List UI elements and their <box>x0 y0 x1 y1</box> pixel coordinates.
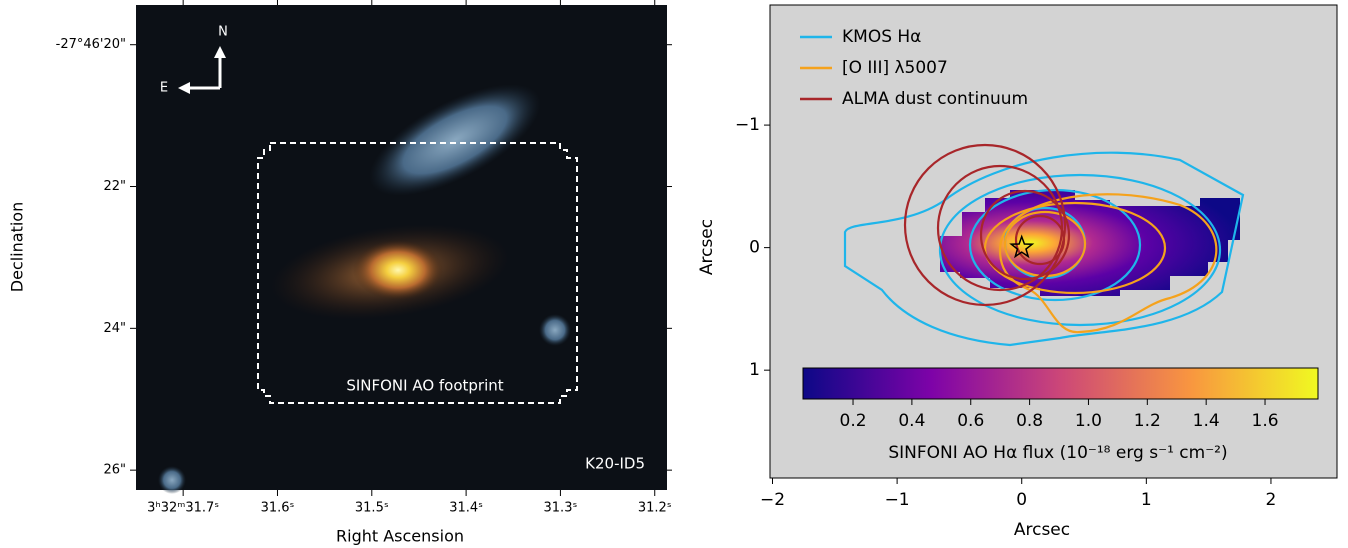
north-arrowhead <box>214 46 226 58</box>
colorbar-tick-label: 1.4 <box>1193 411 1220 431</box>
x-tick-label: 2 <box>1266 490 1277 510</box>
x-tick-label: −1 <box>885 490 910 510</box>
colorbar-tick-label: 0.4 <box>898 411 925 431</box>
colorbar <box>802 367 1319 400</box>
contours <box>843 143 1245 347</box>
y-tick-label: 24" <box>103 321 126 336</box>
x-tick-label: 31.6ˢ <box>261 501 295 516</box>
oiii-contour <box>998 193 1218 334</box>
galaxy-blue <box>369 84 541 196</box>
y-tick-label: 22" <box>103 179 126 194</box>
x-tick-label: −2 <box>760 490 785 510</box>
x-axis-label: Right Ascension <box>336 527 464 546</box>
kmos-contour <box>843 151 1245 347</box>
colorbar-tick-label: 0.6 <box>957 411 984 431</box>
colorbar-tick-label: 0.2 <box>840 411 867 431</box>
north-label: N <box>218 25 228 40</box>
x-tick-label: 31.3ˢ <box>544 501 578 516</box>
colorbar-tick-label: 0.8 <box>1016 411 1043 431</box>
object-id: K20-ID5 <box>585 455 645 473</box>
y-axis-label: Arcsec <box>697 219 717 275</box>
kmos-contour <box>938 173 1222 327</box>
y-tick-label: 0 <box>749 238 760 258</box>
colorbar-label: SINFONI AO Hα flux (10⁻¹⁸ erg s⁻¹ cm⁻²) <box>888 443 1227 463</box>
east-arrowhead <box>178 82 190 94</box>
legend-label: KMOS Hα <box>842 27 921 47</box>
colorbar-tick-label: 1.6 <box>1252 411 1279 431</box>
y-tick-label: 26" <box>103 463 126 478</box>
flux-map <box>940 190 1240 296</box>
star-marker <box>1009 234 1035 259</box>
colorbar-tick-label: 1.0 <box>1075 411 1102 431</box>
x-tick-label: 0 <box>1016 490 1027 510</box>
galaxy-corner <box>158 466 186 494</box>
x-tick-label: 1 <box>1141 490 1152 510</box>
colorbar-tick-label: 1.2 <box>1134 411 1161 431</box>
legend-label: [O III] λ5007 <box>842 58 948 78</box>
y-tick-label: -27°46'20" <box>56 37 126 52</box>
x-tick-label: 31.4ˢ <box>449 501 483 516</box>
y-tick-label: −1 <box>735 115 760 135</box>
footprint-label: SINFONI AO footprint <box>346 377 503 395</box>
east-label: E <box>160 81 168 96</box>
x-tick-label: 31.5ˢ <box>355 501 389 516</box>
x-axis-label: Arcsec <box>1014 520 1070 540</box>
y-tick-label: 1 <box>749 360 760 380</box>
kmos-contour <box>968 188 1142 302</box>
galaxy-small <box>539 314 571 346</box>
galaxy-core <box>353 240 443 300</box>
x-tick-label: 3ʰ32ᵐ31.7ˢ <box>147 501 219 516</box>
alma-contour <box>903 143 1067 307</box>
oiii-contour <box>1003 210 1087 278</box>
alma-contour <box>979 189 1071 281</box>
alma-contour <box>1014 214 1066 266</box>
footprint <box>257 142 578 404</box>
legend-label: ALMA dust continuum <box>842 89 1028 109</box>
x-tick-label: 31.2ˢ <box>638 501 672 516</box>
oiii-contour <box>983 201 1167 295</box>
y-axis-label: Declination <box>8 202 27 292</box>
